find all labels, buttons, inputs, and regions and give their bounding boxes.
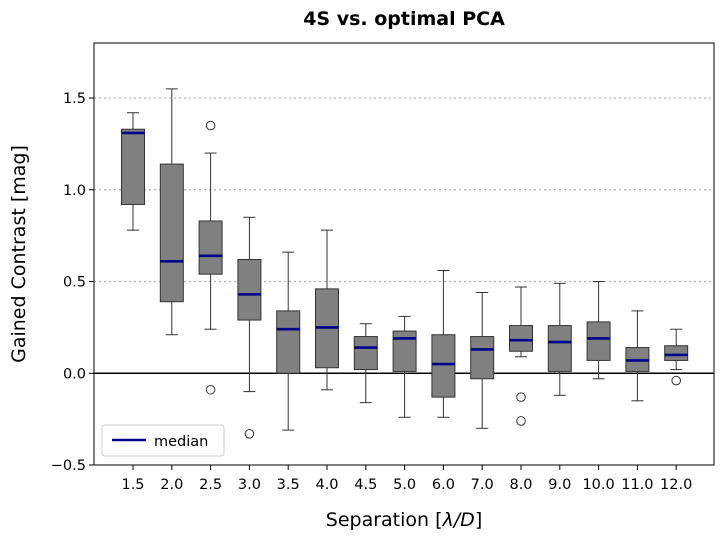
box-body xyxy=(586,321,611,361)
box-body xyxy=(353,336,378,371)
x-axis: 1.5 2.0 2.5 3.0 3.5 4.0 4.5 5.0 6.0 7.0 8.0 9.0 10.0… xyxy=(121,465,692,493)
box-3.5 xyxy=(276,251,301,431)
boxes xyxy=(121,88,689,439)
box-body xyxy=(276,310,301,374)
x-tick-label: 4.5 xyxy=(354,477,377,493)
x-axis-label: Separation [λ/D] xyxy=(326,509,482,531)
x-tick-label: 12.0 xyxy=(660,477,692,493)
legend-median-label: median xyxy=(154,434,208,450)
box-6.0 xyxy=(431,270,456,418)
x-tick-label: 9.0 xyxy=(548,477,571,493)
y-tick-label: 0.5 xyxy=(63,275,86,291)
x-tick-label: 8.0 xyxy=(509,477,532,493)
y-tick-label: −0.5 xyxy=(51,458,86,474)
x-axis-label-symbol: λ/D xyxy=(442,509,475,531)
box-3.0 xyxy=(237,216,262,439)
box-8.0 xyxy=(509,286,533,426)
box-body xyxy=(431,334,456,398)
flier-point xyxy=(671,375,682,386)
box-2.0 xyxy=(159,88,184,336)
flier-point xyxy=(205,384,216,395)
box-10.0 xyxy=(586,281,611,380)
chart-title: 4S vs. optimal PCA xyxy=(303,8,505,30)
flier-point xyxy=(205,120,216,131)
box-4.0 xyxy=(315,229,339,391)
box-9.0 xyxy=(547,282,572,396)
box-body xyxy=(509,325,533,352)
x-tick-label: 3.0 xyxy=(238,477,261,493)
y-tick-label: 1.5 xyxy=(63,91,86,107)
box-4.5 xyxy=(353,323,378,404)
y-tick-label: 0.0 xyxy=(63,366,86,382)
legend: median xyxy=(101,424,225,457)
x-tick-label: 3.5 xyxy=(277,477,300,493)
x-tick-label: 1.5 xyxy=(121,477,144,493)
box-11.0 xyxy=(625,310,650,402)
x-tick-label: 10.0 xyxy=(582,477,614,493)
x-tick-label: 2.0 xyxy=(160,477,183,493)
x-tick-label: 2.5 xyxy=(199,477,222,493)
box-7.0 xyxy=(470,292,495,429)
x-tick-label: 7.0 xyxy=(471,477,494,493)
gridlines xyxy=(94,97,714,283)
box-body xyxy=(547,325,572,372)
x-axis-label-main: Separation [ xyxy=(326,509,443,531)
legend-frame xyxy=(101,424,225,457)
box-body xyxy=(159,163,184,303)
x-tick-label: 6.0 xyxy=(432,477,455,493)
x-tick-label: 11.0 xyxy=(621,477,653,493)
y-tick-label: 1.0 xyxy=(63,183,86,199)
x-axis-label-end: ] xyxy=(475,509,482,531)
flier-point xyxy=(516,392,526,402)
y-axis: −0.5 0.0 0.5 1.0 1.5 xyxy=(51,91,94,474)
y-axis-label: Gained Contrast [mag] xyxy=(8,145,30,363)
plot-frame xyxy=(93,42,715,466)
flier-point xyxy=(516,416,526,426)
x-tick-label: 4.0 xyxy=(315,477,338,493)
box-body xyxy=(664,345,689,361)
x-tick-label: 5.0 xyxy=(393,477,416,493)
box-2.5 xyxy=(198,120,223,395)
box-5.0 xyxy=(392,315,417,418)
box-body xyxy=(237,259,262,321)
box-body xyxy=(121,128,145,205)
box-body xyxy=(470,336,495,380)
box-body xyxy=(392,330,417,372)
box-body xyxy=(198,220,223,275)
box-1.5 xyxy=(121,112,145,231)
box-12.0 xyxy=(664,328,689,386)
flier-point xyxy=(244,429,255,439)
